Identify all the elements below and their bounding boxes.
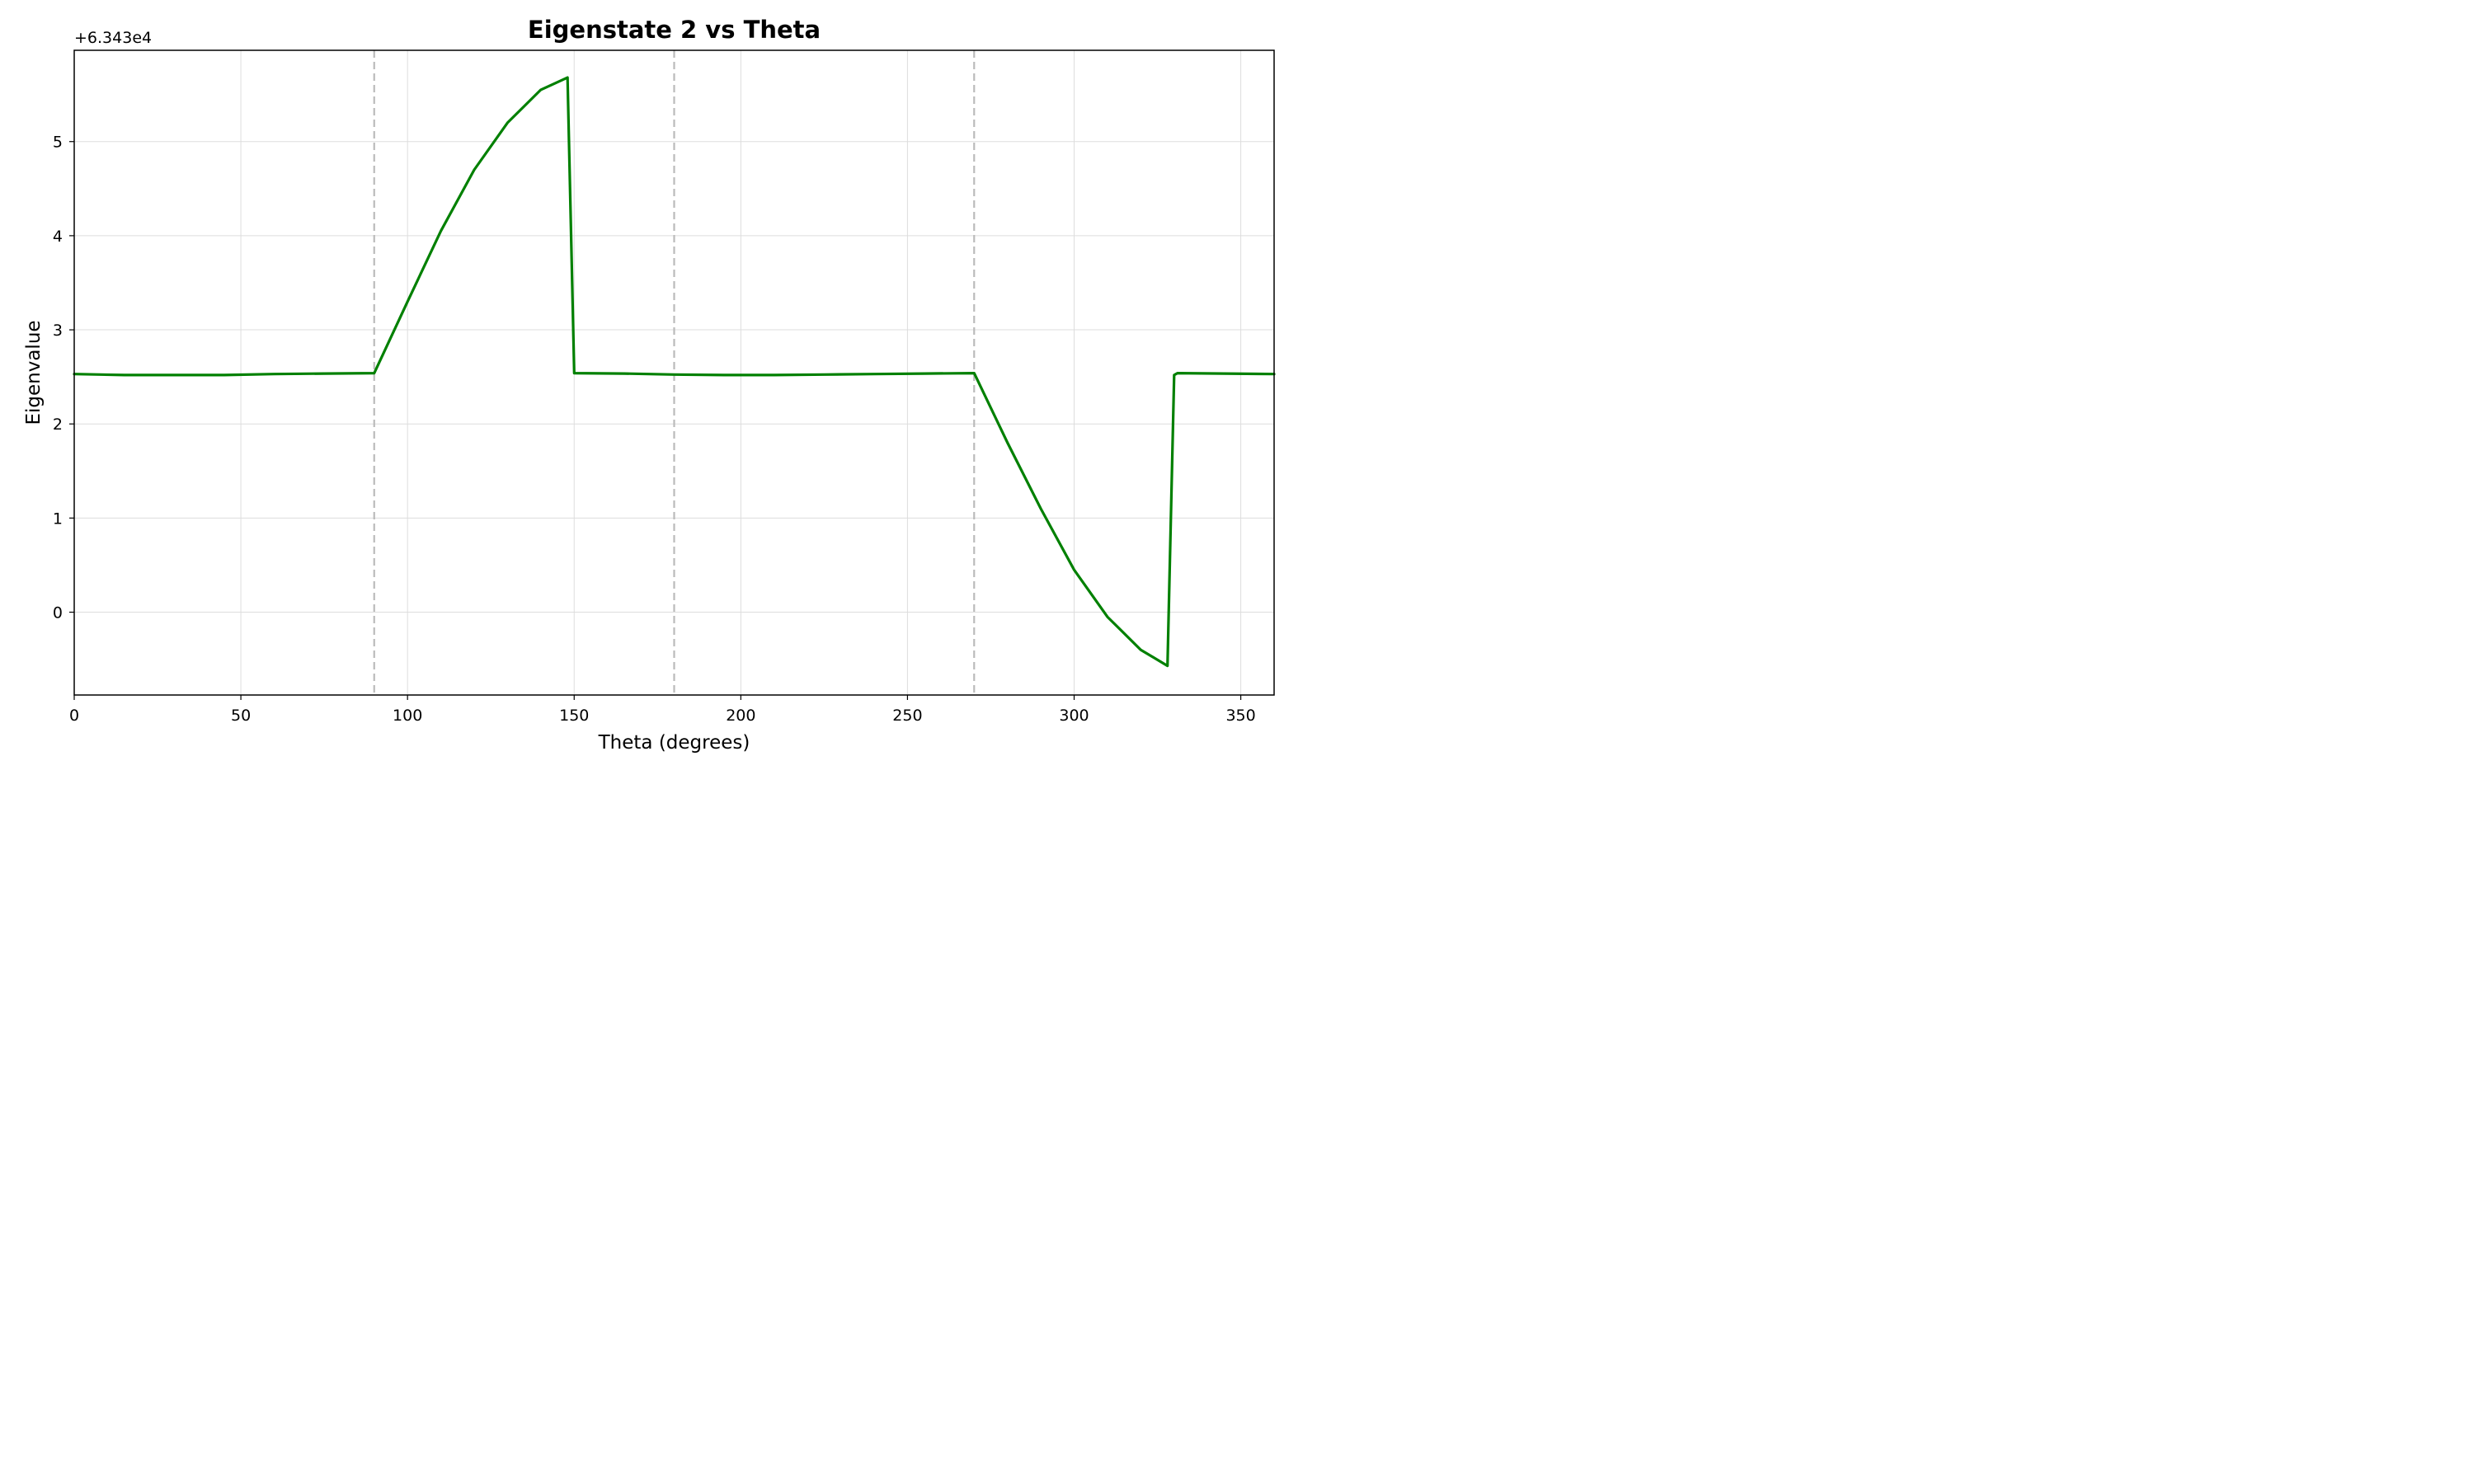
x-tick-label: 0 xyxy=(69,707,79,725)
x-tick-label: 300 xyxy=(1059,707,1089,725)
x-tick-label: 200 xyxy=(726,707,755,725)
eigenstate-line-chart: 0 50 100 150 200 250 300 350 0 1 2 3 4 5 Eigenstate … xyxy=(0,0,1292,773)
y-axis-title: Eigenvalue xyxy=(23,320,45,425)
y-tick-label: 1 xyxy=(53,510,63,528)
y-tick-label: 5 xyxy=(53,134,63,152)
x-tick-label: 250 xyxy=(892,707,922,725)
y-tick-label: 2 xyxy=(53,416,63,434)
plot-frame xyxy=(73,49,1275,696)
chart-title: Eigenstate 2 vs Theta xyxy=(528,16,821,44)
y-tick-label: 0 xyxy=(53,604,63,622)
reference-vertical-lines xyxy=(373,50,976,695)
x-tick-label: 350 xyxy=(1225,707,1255,725)
eigenvalue-series-line xyxy=(73,76,1276,668)
y-axis-offset-label: +6.343e4 xyxy=(74,29,152,47)
x-tick-label: 150 xyxy=(559,707,589,725)
x-tick-label: 50 xyxy=(231,707,251,725)
x-axis-title: Theta (degrees) xyxy=(598,732,750,754)
series-layer xyxy=(73,76,1276,668)
figure-background xyxy=(0,0,1292,773)
x-tick-label: 100 xyxy=(393,707,422,725)
y-axis-ticks: 0 1 2 3 4 5 xyxy=(53,134,74,622)
x-axis-ticks: 0 50 100 150 200 250 300 350 xyxy=(69,695,1256,725)
y-tick-label: 4 xyxy=(53,228,63,246)
y-tick-label: 3 xyxy=(53,322,63,340)
